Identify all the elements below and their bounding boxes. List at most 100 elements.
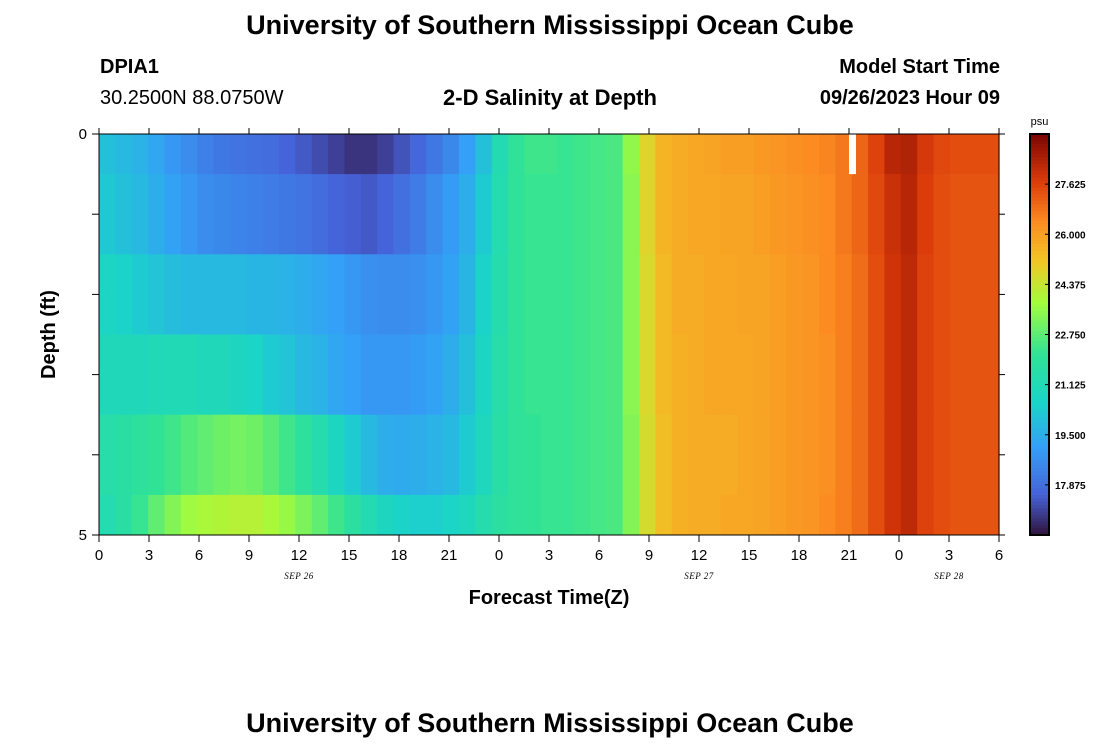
heatmap-cell xyxy=(769,174,787,255)
colorbar-swatch xyxy=(1030,438,1049,443)
colorbar-swatch xyxy=(1030,434,1049,439)
x-tick-label: 3 xyxy=(545,547,553,564)
heatmap-cell xyxy=(720,174,738,255)
colorbar-swatch xyxy=(1030,331,1049,336)
heatmap-cell xyxy=(753,414,771,496)
heatmap-cell xyxy=(704,494,722,536)
heatmap-cell xyxy=(933,494,951,536)
colorbar-swatch xyxy=(1030,287,1049,292)
heatmap-cell xyxy=(688,174,706,255)
station-id: DPIA1 xyxy=(100,56,159,78)
heatmap-cell xyxy=(475,334,493,416)
colorbar-swatch xyxy=(1030,411,1049,416)
heatmap-cell xyxy=(409,174,427,255)
heatmap-cell xyxy=(949,174,967,255)
heatmap-cell xyxy=(606,494,624,536)
colorbar-swatch xyxy=(1030,337,1049,342)
heatmap-cell xyxy=(148,334,166,416)
heatmap-cell xyxy=(229,414,247,496)
heatmap-cell xyxy=(606,414,624,496)
heatmap-cell xyxy=(671,254,689,335)
heatmap-cell xyxy=(868,414,886,496)
heatmap-cell xyxy=(246,134,264,175)
colorbar-swatch xyxy=(1030,217,1049,222)
date-label: SEP 26 xyxy=(284,571,314,581)
heatmap-cell xyxy=(851,494,869,536)
heatmap-cell xyxy=(540,494,558,536)
heatmap-cell xyxy=(917,134,935,175)
heatmap-cell xyxy=(786,334,804,416)
heatmap-cell xyxy=(753,494,771,536)
heatmap-cell xyxy=(933,254,951,335)
heatmap-cell xyxy=(769,334,787,416)
heatmap-cell xyxy=(655,334,673,416)
heatmap-cell xyxy=(982,494,1000,536)
colorbar-swatch xyxy=(1030,140,1049,145)
heatmap-cell xyxy=(360,334,378,416)
x-tick-label: 18 xyxy=(391,547,408,564)
heatmap-cell xyxy=(835,494,853,536)
x-tick-label: 15 xyxy=(741,547,758,564)
colorbar-swatch xyxy=(1030,418,1049,422)
heatmap-cell xyxy=(442,174,460,255)
colorbar-swatch xyxy=(1030,224,1049,229)
heatmap-cell xyxy=(557,134,575,175)
colorbar-swatch xyxy=(1030,404,1049,409)
heatmap-cell xyxy=(409,254,427,335)
heatmap-cell xyxy=(197,254,215,335)
heatmap-cell xyxy=(442,134,460,175)
colorbar-swatch xyxy=(1030,177,1049,182)
heatmap-cell xyxy=(786,494,804,536)
heatmap-cell xyxy=(900,254,918,335)
heatmap-cell xyxy=(229,494,247,536)
heatmap-cell xyxy=(328,174,346,255)
heatmap-cell xyxy=(213,494,231,536)
heatmap-cell xyxy=(524,494,542,536)
heatmap-cell xyxy=(966,134,984,175)
heatmap-cell xyxy=(491,334,509,416)
heatmap-cell xyxy=(671,494,689,536)
heatmap-cell xyxy=(131,334,149,416)
colorbar-swatch xyxy=(1030,481,1049,486)
heatmap-cell xyxy=(409,334,427,416)
colorbar-swatch xyxy=(1030,444,1049,449)
heatmap-cell xyxy=(606,134,624,175)
heatmap-cell xyxy=(377,494,395,536)
heatmap-cell xyxy=(262,134,280,175)
date-label: SEP 28 xyxy=(934,571,964,581)
colorbar-swatch xyxy=(1030,394,1049,399)
x-tick-label: 9 xyxy=(645,547,653,564)
heatmap-cell xyxy=(360,494,378,536)
heatmap-cell xyxy=(540,174,558,255)
heatmap-cell xyxy=(344,254,362,335)
colorbar-swatch xyxy=(1030,210,1049,215)
heatmap-cell xyxy=(769,494,787,536)
heatmap-cell xyxy=(328,254,346,335)
heatmap-cell xyxy=(360,254,378,335)
heatmap-cell xyxy=(982,414,1000,496)
heatmap-cell xyxy=(557,414,575,496)
heatmap-cell xyxy=(426,134,444,175)
heatmap-cell xyxy=(99,414,116,496)
heatmap-cell xyxy=(933,134,951,175)
colorbar-swatch xyxy=(1030,194,1049,199)
colorbar-swatch xyxy=(1030,250,1049,255)
heatmap-cell xyxy=(295,414,313,496)
heatmap-cell xyxy=(475,174,493,255)
colorbar-swatch xyxy=(1030,204,1049,209)
heatmap-cell xyxy=(540,414,558,496)
heatmap-cell xyxy=(786,254,804,335)
heatmap-cell xyxy=(835,174,853,255)
colorbar-swatch xyxy=(1030,220,1049,225)
colorbar-swatch xyxy=(1030,234,1049,239)
heatmap-cell xyxy=(835,254,853,335)
heatmap-cell xyxy=(393,494,411,536)
heatmap-cell xyxy=(409,414,427,496)
colorbar-swatch xyxy=(1030,144,1049,148)
heatmap-cell xyxy=(753,254,771,335)
heatmap-cell xyxy=(213,254,231,335)
colorbar-swatch xyxy=(1030,227,1049,232)
heatmap-cell xyxy=(671,174,689,255)
heatmap-cell xyxy=(769,254,787,335)
heatmap-cell xyxy=(917,414,935,496)
